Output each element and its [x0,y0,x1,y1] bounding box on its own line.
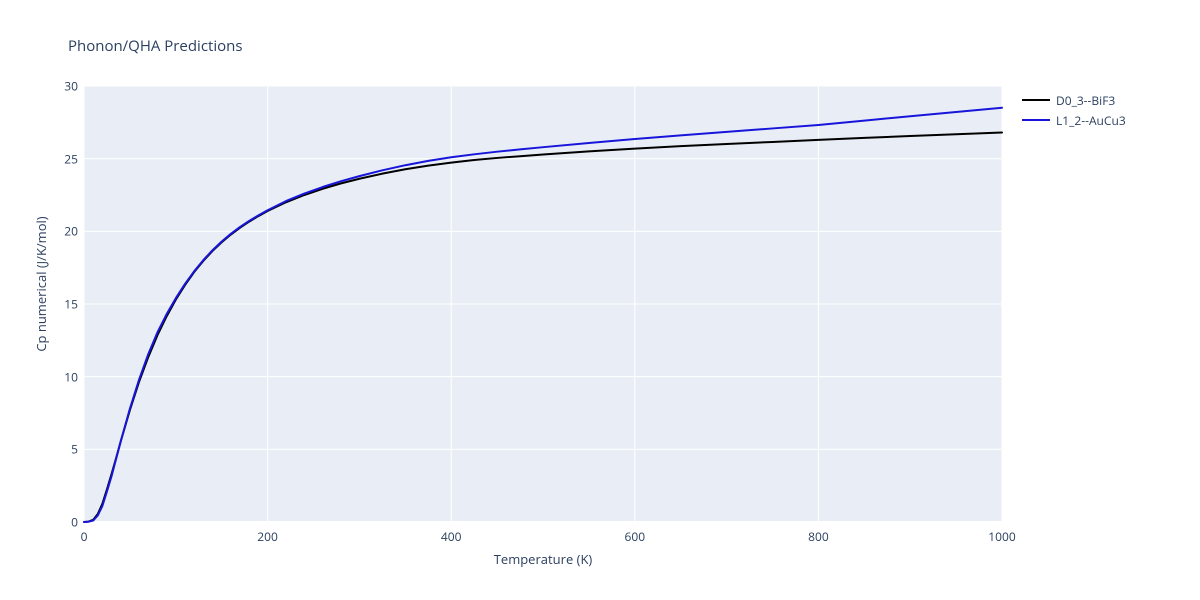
x-tick-label: 1000 [988,528,1015,545]
y-tick-label: 5 [54,441,78,458]
legend-swatch [1022,99,1050,101]
legend-item[interactable]: L1_2--AuCu3 [1022,110,1126,130]
series-layer [0,0,1200,600]
x-tick-label: 800 [808,528,829,545]
legend: D0_3--BiF3 L1_2--AuCu3 [1022,90,1126,130]
y-tick-label: 10 [54,368,78,385]
y-tick-label: 30 [54,78,78,95]
legend-label: D0_3--BiF3 [1056,92,1115,109]
x-tick-label: 200 [257,528,278,545]
x-tick-label: 0 [81,528,88,545]
chart-viewport: Phonon/QHA Predictions 02004006008001000… [0,0,1200,600]
x-axis-label: Temperature (K) [483,550,603,568]
legend-item[interactable]: D0_3--BiF3 [1022,90,1126,110]
y-tick-label: 25 [54,150,78,167]
y-tick-label: 20 [54,223,78,240]
series-line-1[interactable] [84,108,1002,522]
legend-label: L1_2--AuCu3 [1056,112,1126,129]
y-tick-label: 0 [54,514,78,531]
y-axis-label: Cp numerical (J/K/mol) [32,184,50,384]
legend-swatch [1022,119,1050,121]
y-tick-label: 15 [54,296,78,313]
x-tick-label: 400 [441,528,462,545]
x-tick-label: 600 [625,528,646,545]
series-line-0[interactable] [84,133,1002,522]
